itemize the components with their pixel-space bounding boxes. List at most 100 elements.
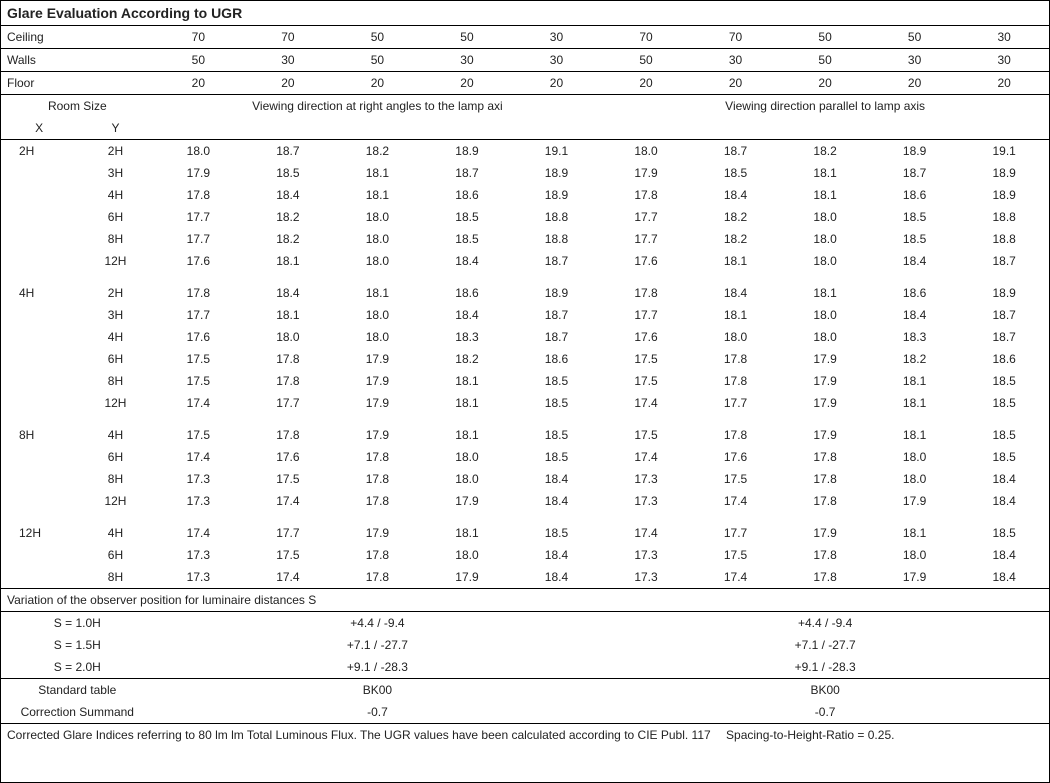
value-cell: 18.2	[691, 228, 781, 250]
room-size-header: Room Size	[1, 95, 154, 118]
value-cell: 17.7	[154, 304, 244, 326]
value-cell: 18.1	[780, 282, 870, 304]
value-cell: 17.4	[691, 490, 781, 512]
value-cell: 18.1	[691, 250, 781, 272]
standard-table-right: BK00	[601, 679, 1049, 702]
value-cell: 18.9	[512, 162, 602, 184]
walls-label: Walls	[1, 49, 154, 72]
y-cell: 4H	[77, 424, 153, 446]
value-cell: 18.9	[959, 162, 1049, 184]
value-cell: 18.5	[959, 424, 1049, 446]
y-cell: 12H	[77, 392, 153, 414]
value-cell: 18.1	[422, 392, 512, 414]
value-cell: 18.5	[243, 162, 333, 184]
value-cell: 18.1	[691, 304, 781, 326]
value-cell: 17.9	[780, 348, 870, 370]
value-cell: 17.9	[780, 392, 870, 414]
param-cell: 70	[243, 26, 333, 49]
x-cell	[1, 326, 77, 348]
value-cell: 17.5	[601, 424, 691, 446]
value-cell: 18.8	[512, 206, 602, 228]
value-cell: 17.6	[243, 446, 333, 468]
value-cell: 17.3	[154, 468, 244, 490]
param-cell: 20	[154, 72, 244, 95]
param-cell: 50	[780, 49, 870, 72]
value-cell: 17.8	[691, 424, 781, 446]
value-cell: 17.7	[154, 206, 244, 228]
value-cell: 17.9	[870, 490, 960, 512]
value-cell: 18.5	[512, 424, 602, 446]
value-cell: 17.7	[243, 392, 333, 414]
value-cell: 18.4	[422, 304, 512, 326]
x-cell	[1, 184, 77, 206]
value-cell: 18.7	[422, 162, 512, 184]
value-cell: 18.1	[422, 424, 512, 446]
param-cell: 70	[691, 26, 781, 49]
y-cell: 12H	[77, 250, 153, 272]
value-cell: 18.0	[333, 228, 423, 250]
value-cell: 17.4	[243, 566, 333, 589]
value-cell: 17.4	[154, 446, 244, 468]
param-cell: 20	[959, 72, 1049, 95]
value-cell: 18.9	[422, 140, 512, 163]
value-cell: 18.5	[422, 228, 512, 250]
value-cell: 18.9	[959, 282, 1049, 304]
param-cell: 70	[601, 26, 691, 49]
value-cell: 18.1	[333, 162, 423, 184]
value-cell: 18.5	[512, 522, 602, 544]
value-cell: 17.3	[601, 544, 691, 566]
param-cell: 30	[243, 49, 333, 72]
value-cell: 18.0	[780, 228, 870, 250]
variation-left: +7.1 / -27.7	[154, 634, 602, 656]
x-cell: 2H	[1, 140, 77, 163]
x-cell: 8H	[1, 424, 77, 446]
value-cell: 18.1	[870, 522, 960, 544]
value-cell: 18.4	[422, 250, 512, 272]
value-cell: 17.9	[333, 348, 423, 370]
param-cell: 50	[601, 49, 691, 72]
value-cell: 17.8	[243, 370, 333, 392]
value-cell: 18.7	[512, 326, 602, 348]
variation-right: +9.1 / -28.3	[601, 656, 1049, 679]
value-cell: 17.8	[780, 544, 870, 566]
value-cell: 18.2	[333, 140, 423, 163]
value-cell: 18.0	[870, 468, 960, 490]
value-cell: 17.6	[691, 446, 781, 468]
value-cell: 18.8	[959, 206, 1049, 228]
y-cell: 8H	[77, 228, 153, 250]
value-cell: 18.6	[422, 184, 512, 206]
value-cell: 17.7	[601, 304, 691, 326]
param-cell: 30	[870, 49, 960, 72]
variation-s: S = 2.0H	[1, 656, 154, 679]
value-cell: 18.1	[243, 304, 333, 326]
param-cell: 20	[243, 72, 333, 95]
value-cell: 18.0	[422, 468, 512, 490]
y-cell: 4H	[77, 522, 153, 544]
value-cell: 18.4	[870, 250, 960, 272]
x-cell	[1, 392, 77, 414]
value-cell: 18.4	[691, 282, 781, 304]
x-cell	[1, 370, 77, 392]
value-cell: 18.0	[691, 326, 781, 348]
value-cell: 18.5	[512, 392, 602, 414]
y-cell: 8H	[77, 468, 153, 490]
value-cell: 18.0	[780, 250, 870, 272]
value-cell: 18.8	[959, 228, 1049, 250]
value-cell: 18.0	[780, 206, 870, 228]
value-cell: 18.0	[601, 140, 691, 163]
y-cell: 3H	[77, 304, 153, 326]
value-cell: 18.4	[959, 468, 1049, 490]
value-cell: 17.6	[601, 250, 691, 272]
y-cell: 6H	[77, 544, 153, 566]
value-cell: 17.5	[154, 348, 244, 370]
value-cell: 18.4	[243, 282, 333, 304]
y-cell: 4H	[77, 326, 153, 348]
value-cell: 18.1	[333, 184, 423, 206]
value-cell: 18.6	[512, 348, 602, 370]
value-cell: 17.8	[333, 566, 423, 589]
value-cell: 17.8	[154, 282, 244, 304]
value-cell: 18.1	[333, 282, 423, 304]
value-cell: 17.3	[601, 490, 691, 512]
value-cell: 17.9	[154, 162, 244, 184]
param-cell: 20	[333, 72, 423, 95]
